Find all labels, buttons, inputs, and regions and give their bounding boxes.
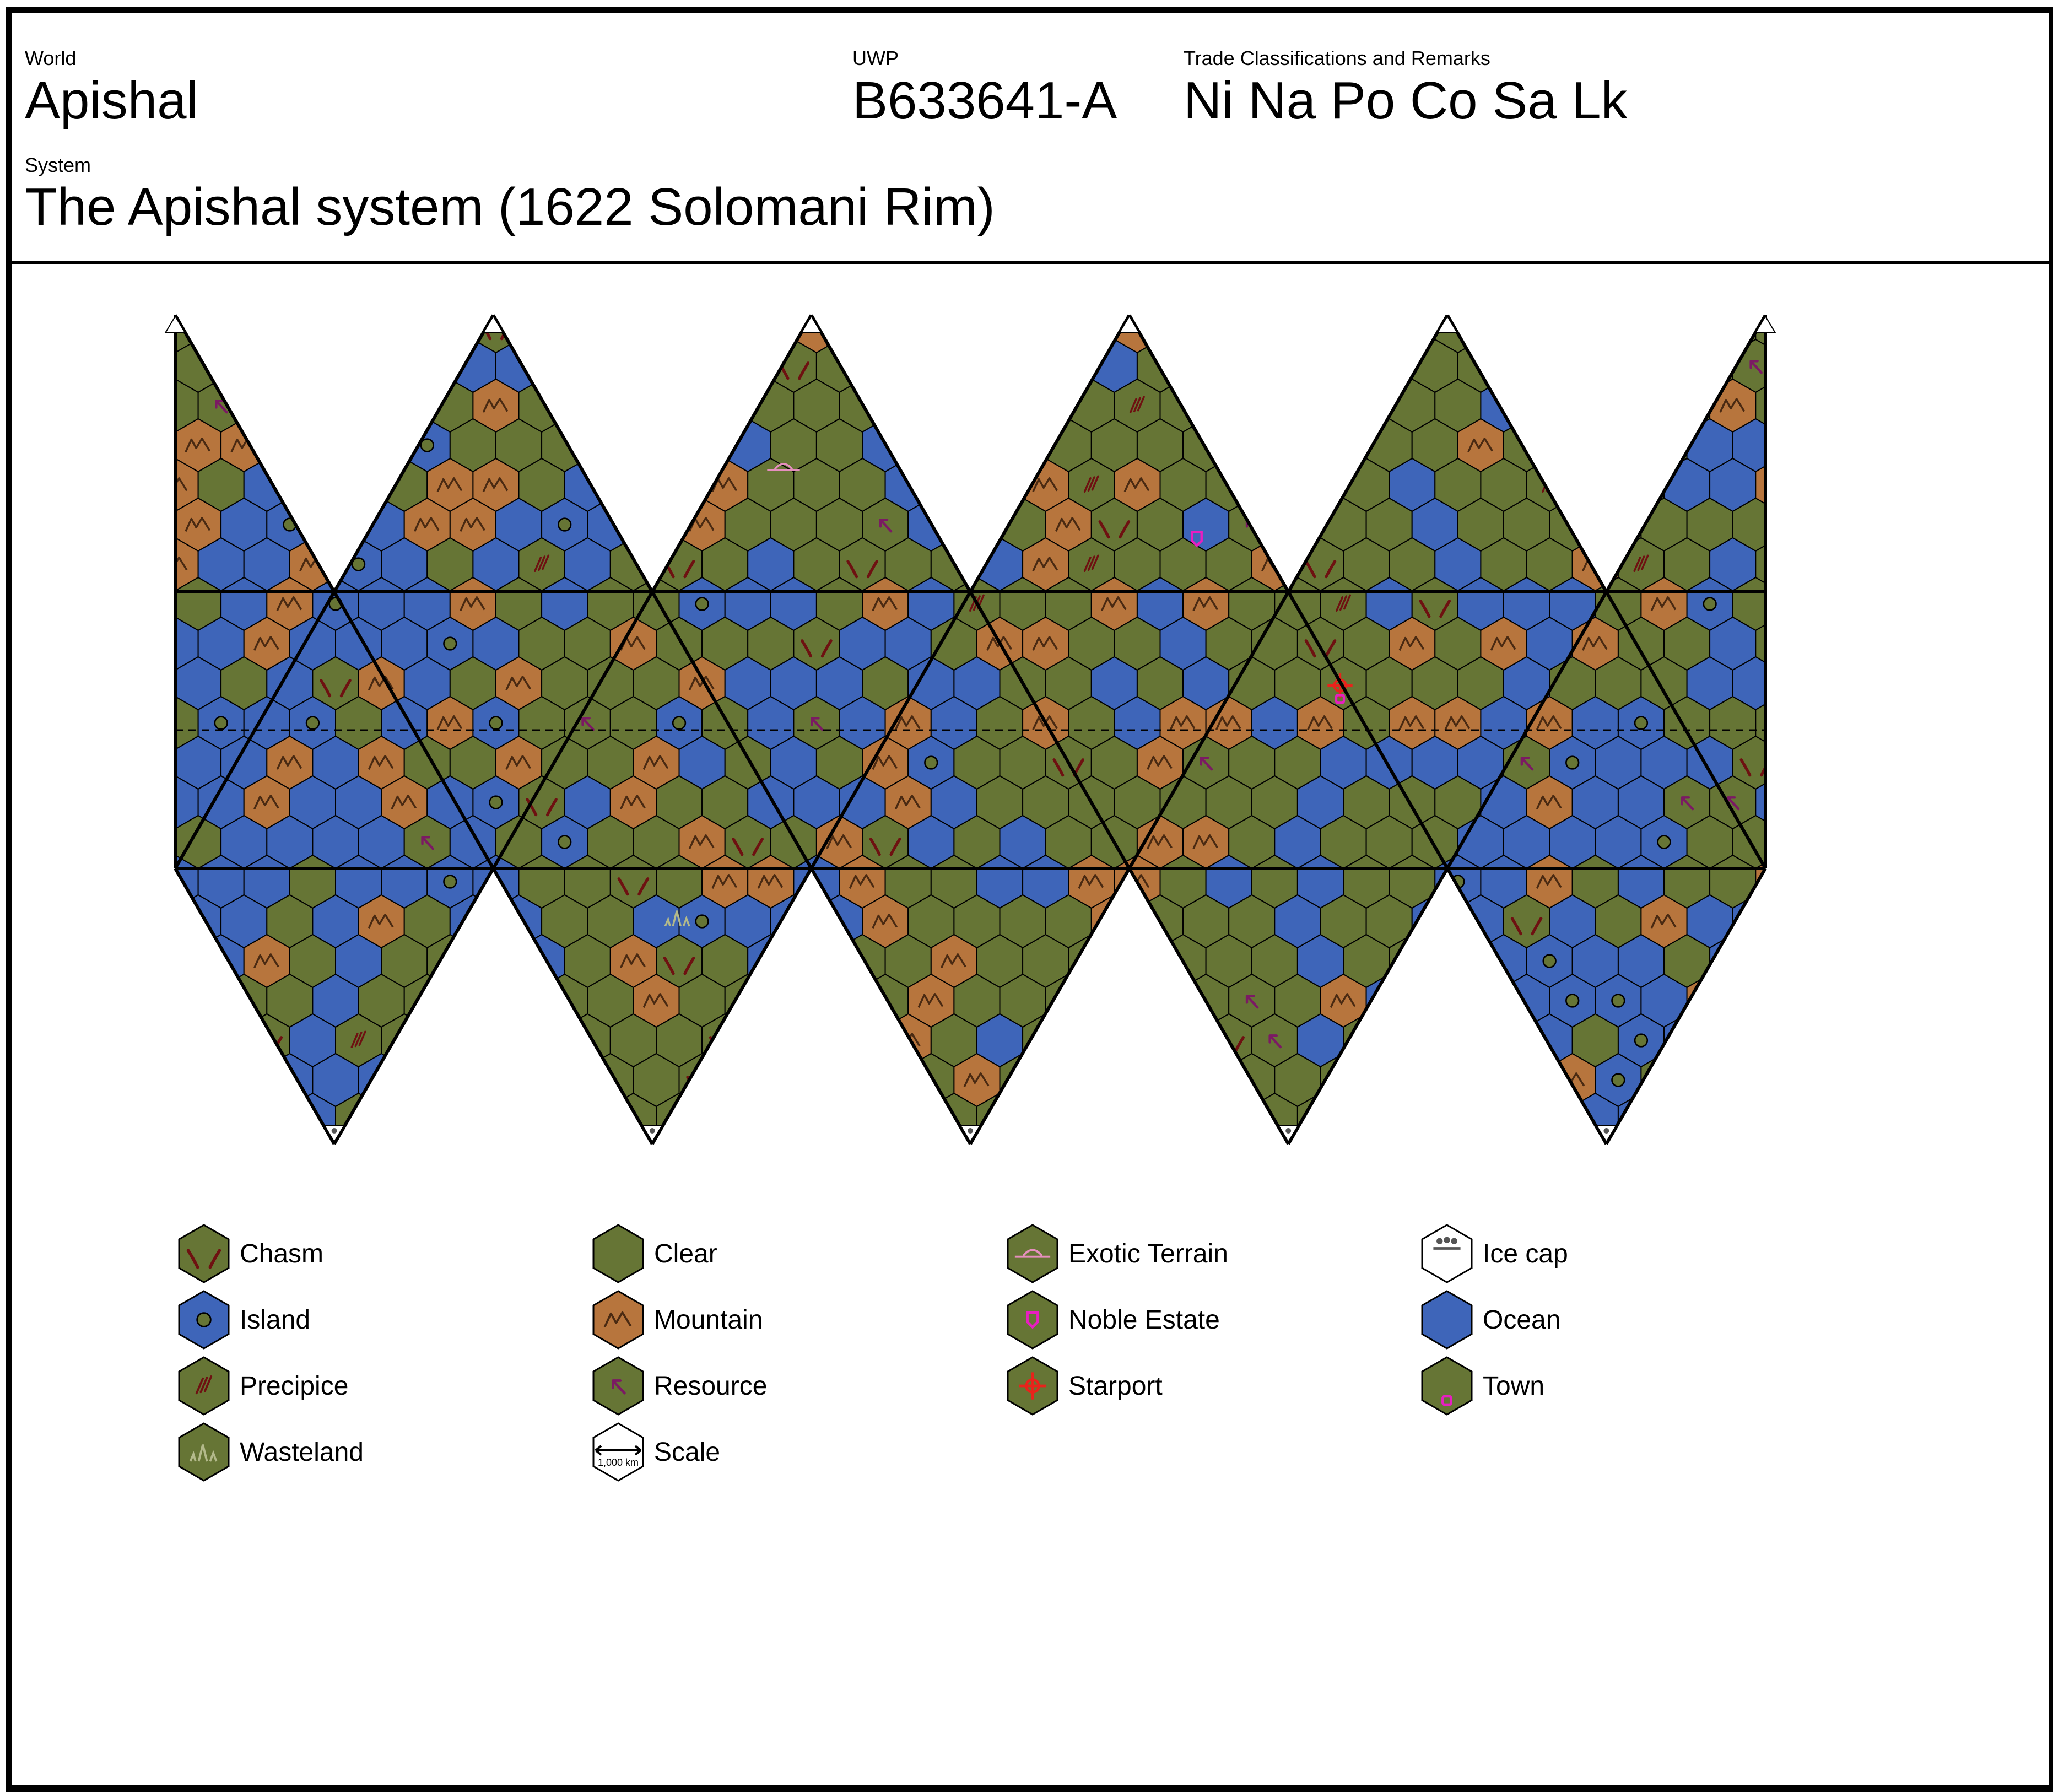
legend-item-town: Town [1417,1356,1802,1416]
resource-icon [592,1356,644,1416]
legend-item-clear: Clear [588,1223,974,1284]
legend-item-island: Island [174,1289,559,1350]
noble-estate-icon [1007,1290,1058,1350]
precipice-icon [178,1356,230,1416]
header-divider [6,261,2049,264]
world-label: World [25,47,77,69]
wasteland-icon [178,1422,230,1482]
legend-item-exotic-terrain: Exotic Terrain [1002,1223,1388,1284]
chasm-icon [178,1224,230,1283]
legend-item-resource: Resource [588,1356,974,1416]
trade-label: Trade Classifications and Remarks [1184,47,1490,69]
legend-label: Precipice [240,1372,349,1401]
world-name: Apishal [25,71,198,130]
legend-label: Clear [654,1239,717,1269]
ice-cap-icon [1421,1224,1473,1283]
legend-item-wasteland: Wasteland [174,1422,559,1482]
hex-grid [175,315,1765,1144]
legend-item-starport: Starport [1002,1356,1388,1416]
scale-icon: 1,000 km [592,1422,644,1482]
island-icon [178,1290,230,1350]
legend-label: Mountain [654,1305,763,1335]
ice-caps [164,315,1776,1143]
legend-item-noble-estate: Noble Estate [1002,1289,1388,1350]
system-value: The Apishal system (1622 Solomani Rim) [25,177,995,236]
legend-label: Town [1483,1372,1545,1401]
legend-item-ocean: Ocean [1417,1289,1802,1350]
legend-label: Island [240,1305,311,1335]
exotic-terrain-icon [1007,1224,1058,1283]
legend-item-scale: 1,000 km Scale [588,1422,974,1482]
trade-value: Ni Na Po Co Sa Lk [1184,71,1628,130]
legend-label: Wasteland [240,1438,364,1467]
legend-item-mountain: Mountain [588,1289,974,1350]
legend-label: Starport [1068,1372,1163,1401]
legend-label: Exotic Terrain [1068,1239,1228,1269]
clear-icon [592,1224,644,1283]
ocean-icon [1421,1290,1473,1350]
mountain-icon [592,1290,644,1350]
legend-label: Resource [654,1372,768,1401]
starport-icon [1007,1356,1058,1416]
legend-item-precipice: Precipice [174,1356,559,1416]
legend-item-chasm: Chasm [174,1223,559,1284]
legend-label: Scale [654,1438,721,1467]
legend-label: Noble Estate [1068,1305,1220,1335]
uwp-label: UWP [852,47,899,69]
system-label: System [25,154,91,176]
uwp-value: B633641-A [852,71,1117,130]
net-lines [174,314,1767,1145]
svg-text:1,000 km: 1,000 km [598,1457,639,1468]
legend-label: Chasm [240,1239,324,1269]
legend-item-ice-cap: Ice cap [1417,1223,1802,1284]
legend-label: Ice cap [1483,1239,1568,1269]
town-icon [1421,1356,1473,1416]
legend-label: Ocean [1483,1305,1561,1335]
